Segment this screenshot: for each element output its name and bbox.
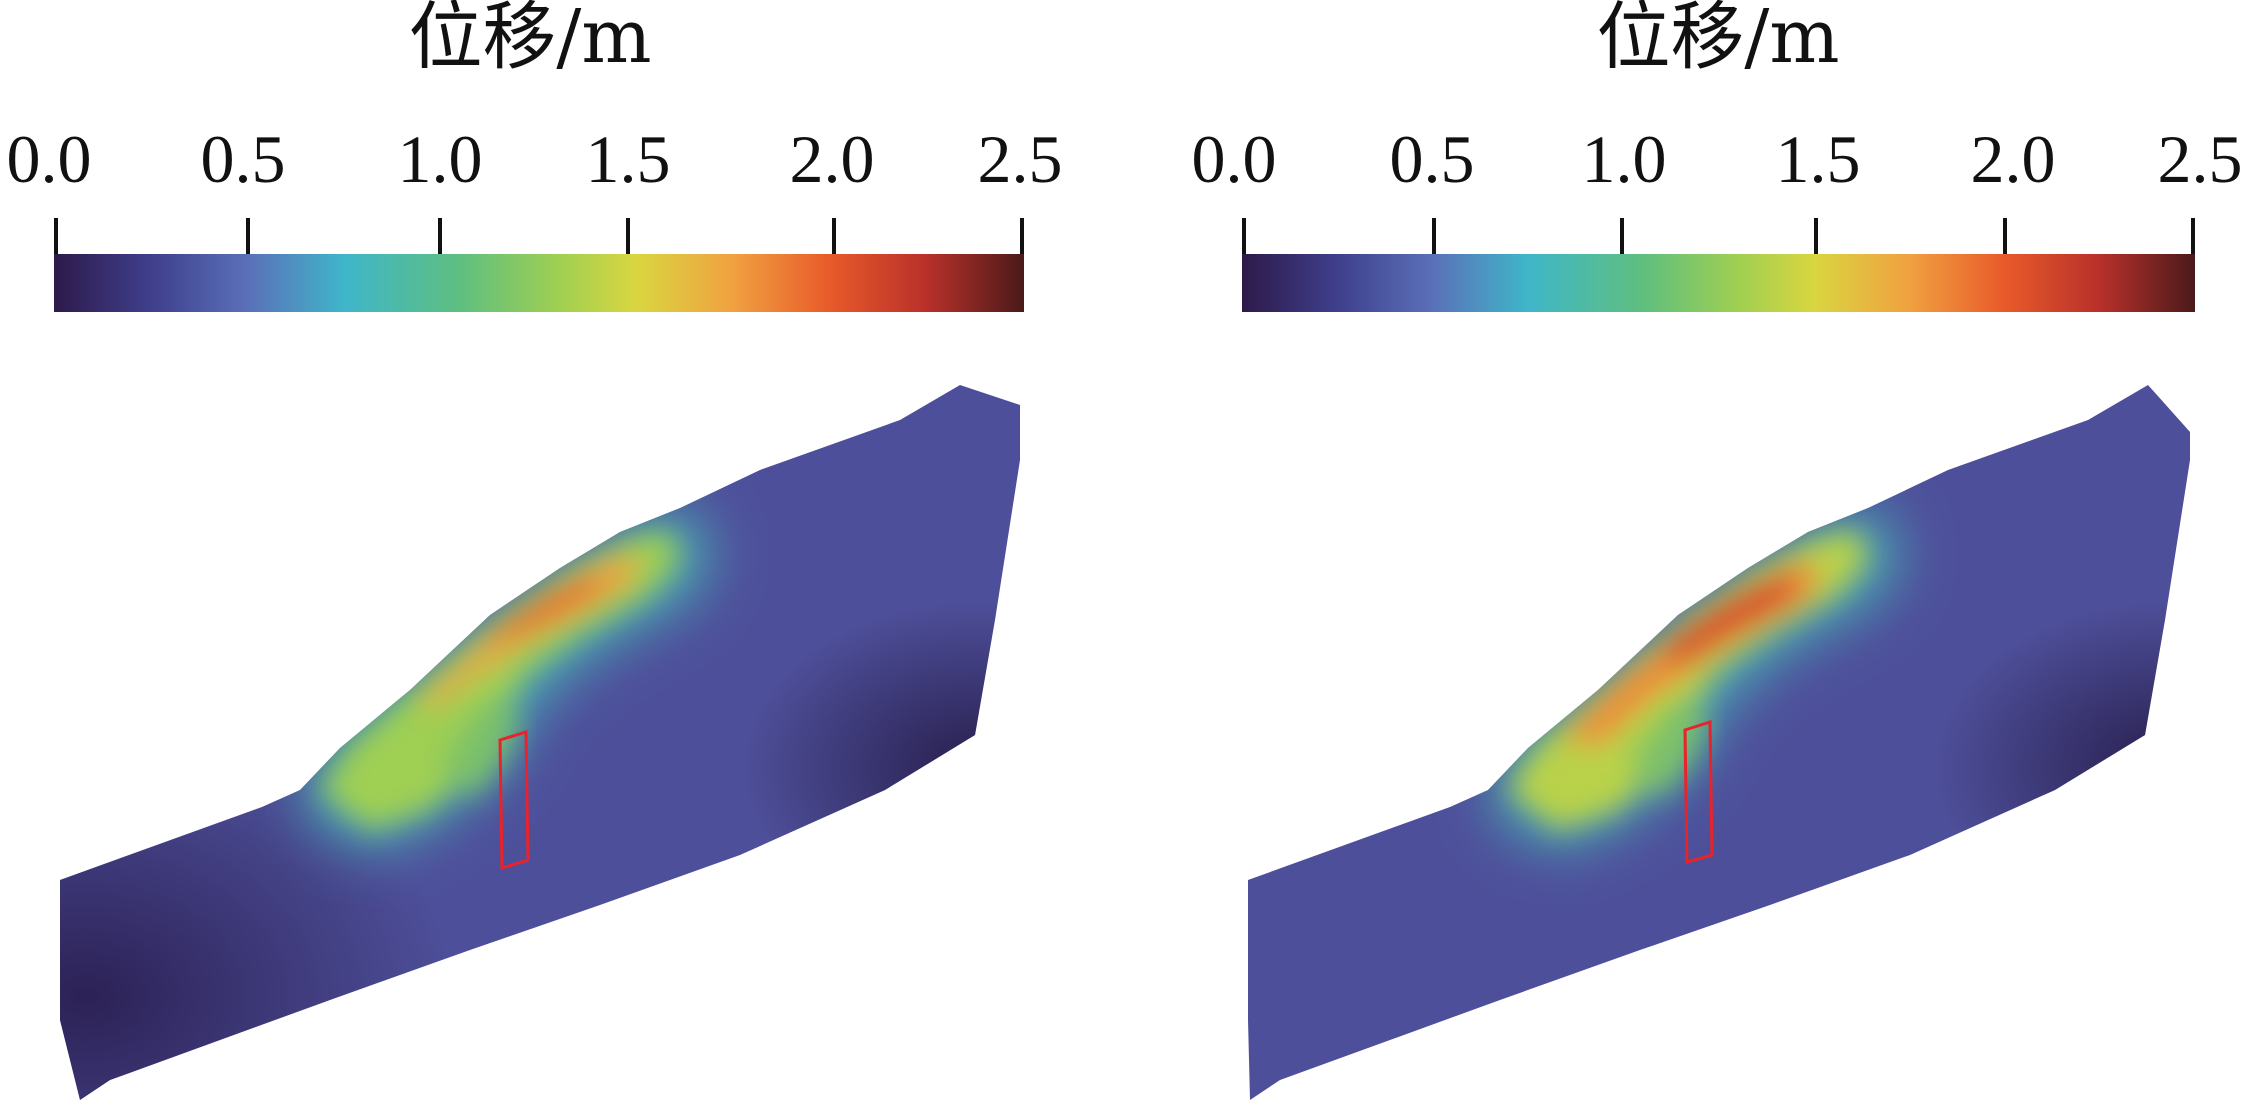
- colorbar-gradient-right: [1242, 254, 2195, 312]
- colorbar-gradient-left: [54, 254, 1024, 312]
- colorbar-ticklabels-left: 0.0 0.5 1.0 1.5 2.0 2.5: [7, 121, 1063, 197]
- tick-label: 1.5: [1776, 121, 1861, 197]
- tick-label: 0.5: [201, 121, 286, 197]
- tick-label: 0.0: [7, 121, 92, 197]
- slope-model-left: [60, 385, 1020, 1100]
- colorbar-ticks-right: [1242, 218, 2195, 258]
- tick-label: 1.0: [398, 121, 483, 197]
- colorbar-ticks-left: [54, 218, 1024, 258]
- colorbar-ticklabels-right: 0.0 0.5 1.0 1.5 2.0 2.5: [1192, 121, 2243, 197]
- pile-left: [498, 729, 530, 871]
- slope-model-right: [1248, 385, 2190, 1100]
- tick-label: 2.5: [2158, 121, 2243, 197]
- colorbar-left: 位移/m 0.0 0.5 1.0 1.5 2.0 2.5: [7, 0, 1063, 312]
- tick-label: 1.0: [1582, 121, 1667, 197]
- tick-label: 2.0: [1971, 121, 2056, 197]
- colorbar-title-left: 位移/m: [408, 0, 651, 80]
- pile-right: [1683, 719, 1714, 864]
- colorbar-right: 位移/m 0.0 0.5 1.0 1.5 2.0 2.5: [1192, 0, 2243, 312]
- tick-label: 2.5: [978, 121, 1063, 197]
- tick-label: 0.5: [1390, 121, 1475, 197]
- tick-label: 2.0: [790, 121, 875, 197]
- tick-label: 1.5: [586, 121, 671, 197]
- colorbar-title-right: 位移/m: [1596, 0, 1839, 80]
- tick-label: 0.0: [1192, 121, 1277, 197]
